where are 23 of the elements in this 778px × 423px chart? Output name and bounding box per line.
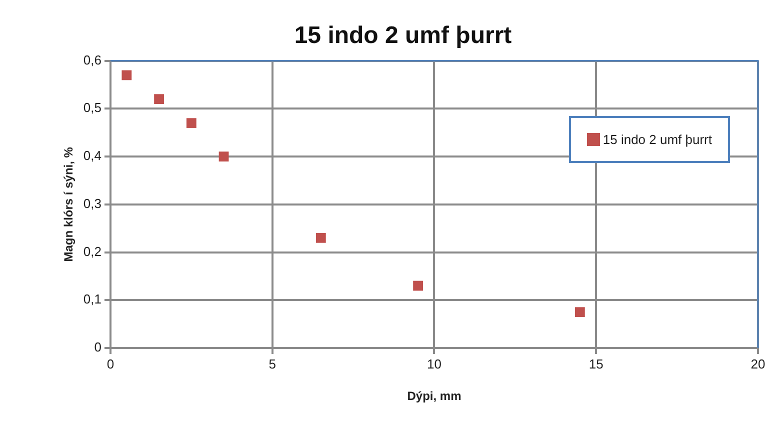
x-axis-title: Dýpi, mm [407, 389, 462, 404]
point [186, 118, 196, 128]
point [574, 307, 585, 318]
point [122, 70, 132, 80]
y-tick-label: 0 [94, 340, 102, 355]
chart-title: 15 indo 2 umf þurrt [294, 22, 512, 50]
y-tick-label: 0,6 [83, 52, 102, 68]
point [218, 152, 229, 162]
y-tick-label: 0,5 [83, 100, 102, 116]
x-tick-label: 0 [106, 356, 114, 372]
y-tick-label: 0,4 [83, 148, 102, 164]
x-tick-label: 15 [588, 356, 604, 372]
point [316, 232, 326, 243]
legend-label: 15 indo 2 umf þurrt [602, 132, 712, 147]
y-tick-label: 0,2 [83, 244, 102, 259]
x-tick-label: 10 [427, 356, 442, 372]
y-tick-label: 0,3 [83, 196, 102, 211]
y-tick-label: 0,1 [83, 292, 102, 307]
y-axis-title: Magn klórs í sýni, % [62, 146, 76, 262]
point [413, 280, 423, 291]
x-tick-label: 5 [268, 356, 276, 372]
x-tick-label: 20 [750, 356, 766, 372]
point [154, 94, 164, 104]
